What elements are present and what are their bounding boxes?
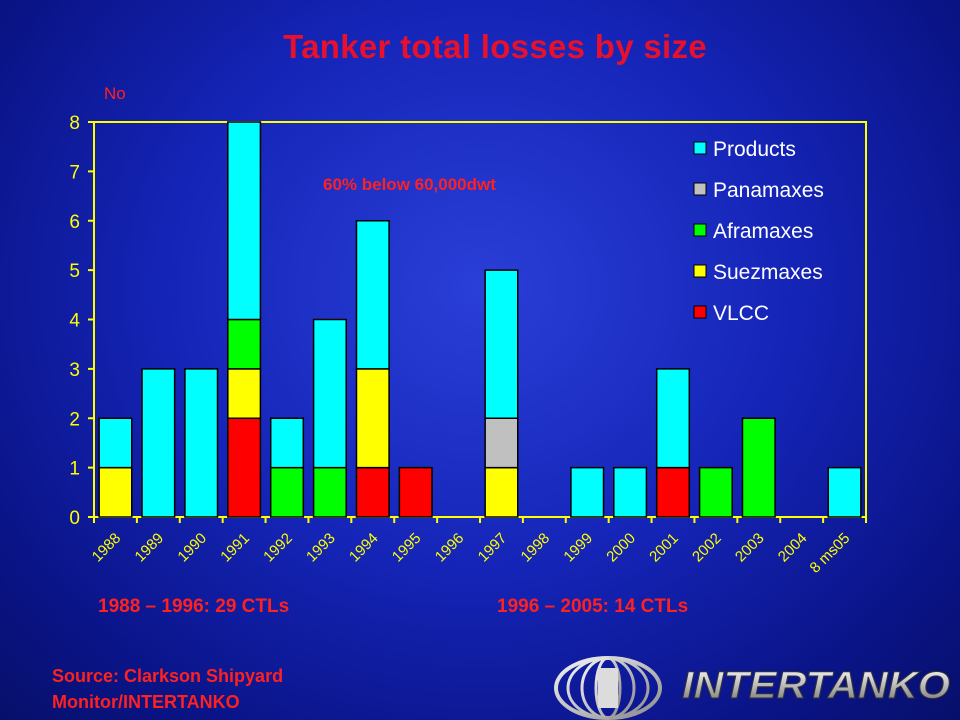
bar-segment [227, 417, 262, 518]
x-tick-label: 2001 [646, 530, 682, 566]
bar-segment [484, 269, 519, 419]
x-tick-label: 1999 [560, 530, 596, 566]
x-tick-label: 2003 [732, 530, 768, 566]
bar-segment [613, 466, 648, 518]
x-tick-label: 1990 [174, 530, 210, 566]
bar-segment [312, 318, 347, 469]
source-note: Source: Clarkson Shipyard Monitor/INTERT… [52, 663, 283, 715]
bar-segment [227, 318, 262, 370]
bar-segment [184, 368, 219, 518]
bar-segment [827, 466, 862, 518]
x-tick-label: 2004 [775, 530, 811, 566]
legend-swatch [693, 264, 707, 278]
x-tick-label: 2000 [603, 530, 639, 566]
x-tick-label: 1993 [303, 530, 339, 566]
bar-segment [312, 466, 347, 518]
x-tick-label: 2002 [689, 530, 725, 566]
x-tick-label: 1994 [346, 530, 382, 566]
y-tick-label: 7 [69, 162, 80, 183]
period-note-right: 1996 – 2005: 14 CTLs [497, 596, 689, 617]
period-note-left: 1988 – 1996: 29 CTLs [98, 596, 290, 617]
legend-swatch [693, 182, 707, 196]
x-tick-label: 1991 [217, 530, 253, 566]
legend-swatch [693, 223, 707, 237]
bar-segment [355, 368, 390, 469]
bar-segment [141, 368, 176, 518]
y-tick-label: 2 [69, 409, 80, 430]
legend-label: Suezmaxes [713, 261, 823, 284]
legend-label: Products [713, 138, 796, 161]
bar-segment [227, 368, 262, 419]
source-line-1: Source: Clarkson Shipyard [52, 666, 284, 686]
legend-label: Panamaxes [713, 179, 824, 202]
x-tick-label: 1992 [260, 530, 296, 566]
bar-segment [655, 368, 691, 469]
bar-segment [570, 466, 605, 518]
page-title: Tanker total losses by size [283, 28, 707, 65]
y-tick-label: 5 [69, 261, 80, 282]
x-tick-label: 1988 [89, 530, 125, 566]
bar-segment [98, 417, 133, 469]
legend-label: Aframaxes [713, 220, 813, 243]
bar-segment [98, 466, 133, 518]
x-tick-label: 1995 [389, 530, 425, 566]
bar-segment [269, 417, 305, 469]
x-tick-label: 1998 [518, 530, 554, 566]
y-tick-label: 6 [69, 212, 80, 233]
y-axis-label: No [104, 84, 126, 103]
chart-annotation: 60% below 60,000dwt [323, 175, 496, 194]
bar-segment [655, 466, 691, 518]
x-tick-label: 1989 [132, 530, 168, 566]
bar-segment [227, 121, 262, 321]
bar-segment [484, 417, 519, 469]
x-tick-label: 1996 [432, 530, 468, 566]
x-tick-label: 8 ms05 [807, 530, 854, 577]
bar-segment [269, 466, 305, 518]
bar-segment [355, 220, 390, 370]
bars-layer [98, 121, 862, 518]
bar-segment [741, 417, 776, 518]
legend-layer: Products Panamaxes Aframaxes Suezmaxes VLCC [693, 138, 824, 325]
y-tick-label: 0 [69, 508, 80, 529]
y-tick-label: 8 [69, 113, 80, 134]
y-tick-label: 3 [69, 360, 80, 381]
legend-label: VLCC [713, 302, 769, 325]
bar-segment [484, 466, 519, 518]
bar-segment [398, 466, 433, 518]
globe-icon [554, 656, 662, 720]
x-tick-label: 1997 [475, 530, 511, 566]
bar-segment [355, 466, 390, 518]
bar-segment [698, 466, 733, 518]
logo-text: INTERTANKO [682, 665, 950, 707]
y-tick-label: 1 [69, 459, 80, 480]
intertanko-logo: INTERTANKO [554, 656, 951, 720]
legend-swatch [693, 305, 707, 319]
source-line-2: Monitor/INTERTANKO [52, 692, 240, 712]
y-tick-label: 4 [69, 311, 80, 332]
legend-swatch [693, 141, 707, 155]
